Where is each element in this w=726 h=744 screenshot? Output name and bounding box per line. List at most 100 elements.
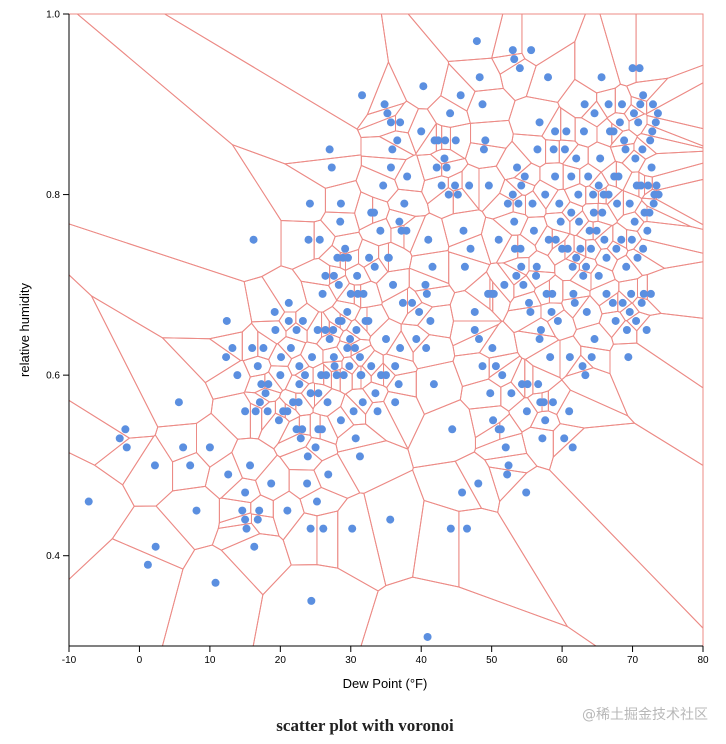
data-point <box>600 235 609 244</box>
data-point <box>336 217 345 226</box>
data-point <box>488 344 497 353</box>
data-point <box>382 371 390 380</box>
data-point <box>429 380 438 389</box>
data-point <box>259 344 268 353</box>
x-tick-label: 40 <box>416 655 428 666</box>
voronoi-cell <box>636 312 704 389</box>
data-point <box>238 506 247 515</box>
voronoi-cell <box>646 64 704 115</box>
data-point <box>646 289 655 298</box>
voronoi-cell <box>90 294 214 428</box>
data-point <box>460 262 469 271</box>
data-point <box>572 253 581 262</box>
voronoi-cell <box>421 175 449 205</box>
voronoi-cell <box>336 440 414 494</box>
data-point <box>241 488 250 497</box>
voronoi-cell <box>614 83 632 115</box>
data-point <box>329 326 338 334</box>
data-point <box>465 181 474 190</box>
data-point <box>510 55 519 64</box>
data-point <box>84 497 93 506</box>
voronoi-cell <box>363 469 425 587</box>
voronoi-cell <box>408 267 451 292</box>
data-point <box>222 316 231 325</box>
data-point <box>264 380 273 389</box>
data-point <box>585 226 594 235</box>
data-point <box>296 434 305 443</box>
voronoi-cells <box>68 13 704 647</box>
data-point <box>394 380 403 389</box>
voronoi-cell <box>360 136 415 161</box>
data-point <box>325 335 334 344</box>
data-point <box>474 479 483 488</box>
data-point <box>395 217 404 226</box>
data-point <box>233 371 242 380</box>
data-point <box>298 425 307 434</box>
data-point <box>242 524 251 533</box>
data-point <box>391 398 400 407</box>
data-point <box>519 280 528 289</box>
voronoi-cell <box>155 485 220 551</box>
data-point <box>612 244 621 253</box>
data-point <box>604 190 613 199</box>
data-point <box>494 235 503 244</box>
voronoi-cell <box>487 355 523 388</box>
data-point <box>313 326 322 334</box>
data-point <box>317 425 326 434</box>
data-point <box>459 226 468 235</box>
data-point <box>496 425 505 434</box>
data-point <box>602 253 611 262</box>
data-point <box>396 118 405 127</box>
voronoi-cell <box>231 437 278 481</box>
data-point <box>648 100 657 109</box>
data-point <box>292 326 301 334</box>
voronoi-cell <box>172 451 211 492</box>
data-point <box>228 344 237 353</box>
voronoi-cell <box>231 143 326 223</box>
voronoi-cell <box>646 261 704 319</box>
data-point <box>250 542 259 551</box>
data-point <box>562 127 571 136</box>
voronoi-cell <box>299 486 349 517</box>
data-point <box>393 136 402 145</box>
voronoi-cell <box>636 220 704 254</box>
data-point <box>451 181 460 190</box>
data-point <box>551 127 560 136</box>
data-point <box>627 289 636 298</box>
data-point <box>639 289 648 298</box>
data-point <box>581 371 590 380</box>
data-point <box>440 154 449 163</box>
voronoi-cell <box>412 499 460 588</box>
data-point <box>329 353 338 362</box>
data-point <box>514 199 523 208</box>
voronoi-cell <box>204 359 251 400</box>
data-point <box>355 353 364 362</box>
data-point <box>174 398 183 407</box>
data-point <box>556 217 565 226</box>
data-point <box>400 199 409 208</box>
data-point <box>386 118 395 127</box>
data-point <box>565 407 574 416</box>
data-point <box>535 335 544 344</box>
voronoi-cell <box>335 423 388 453</box>
data-point <box>613 199 622 208</box>
data-point <box>315 235 324 244</box>
data-point <box>594 271 603 280</box>
data-point <box>421 280 430 289</box>
data-point <box>632 316 641 325</box>
data-point <box>446 109 455 118</box>
data-point <box>567 208 576 217</box>
voronoi-cell <box>313 453 361 499</box>
y-tick-label: 0.4 <box>46 551 60 562</box>
data-point <box>417 127 426 136</box>
data-point <box>343 307 352 316</box>
data-point <box>617 235 626 244</box>
voronoi-cell <box>394 154 426 193</box>
data-point <box>333 253 342 262</box>
x-tick-label: 20 <box>275 655 287 666</box>
data-point <box>286 344 295 353</box>
data-point <box>339 371 348 380</box>
voronoi-cell <box>220 477 262 504</box>
data-point <box>587 353 596 362</box>
x-tick-label: 80 <box>697 655 709 666</box>
